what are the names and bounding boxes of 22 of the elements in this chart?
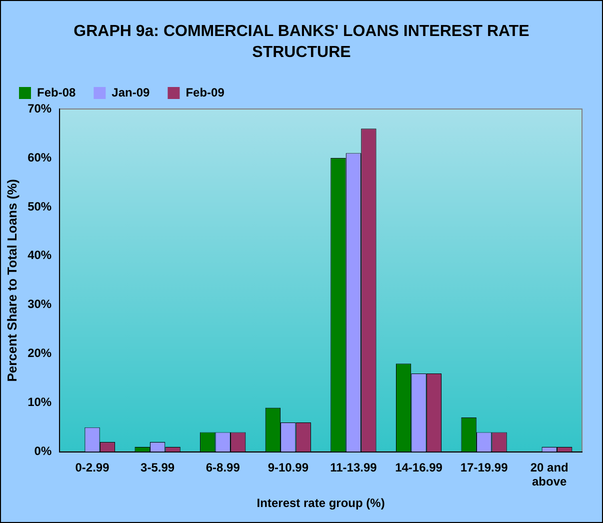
x-tick-label: 11-13.99 [330, 460, 378, 474]
x-tick-label: 6-8.99 [206, 460, 240, 474]
x-axis-title: Interest rate group (%) [256, 496, 385, 510]
y-tick-label: 0% [34, 444, 52, 458]
chart-title: GRAPH 9a: COMMERCIAL BANKS' LOANS INTEREST RATE STRUCTURE [72, 22, 530, 63]
y-tick-label: 50% [28, 199, 52, 214]
x-tick-label: 9-10.99 [268, 460, 309, 474]
x-tick-label: 20 and above [530, 460, 568, 489]
y-tick-label: 10% [28, 395, 52, 410]
x-tick-label: 14-16.99 [395, 460, 443, 474]
y-tick-label: 20% [28, 346, 52, 360]
legend-label: Jan-09 [112, 85, 150, 100]
y-tick-label: 40% [28, 248, 52, 262]
x-tick-label: 3-5.99 [140, 460, 175, 474]
y-axis-title: Percent Share to Total Loans (%) [4, 179, 20, 382]
legend-label: Feb-08 [37, 85, 76, 100]
x-tick-label: 17-19.99 [460, 460, 508, 474]
legend-label: Feb-09 [186, 85, 225, 100]
y-tick-label: 30% [28, 297, 52, 312]
y-tick-label: 70% [28, 101, 52, 116]
x-tick-label: 0-2.99 [75, 460, 110, 474]
y-tick-label: 60% [28, 150, 52, 164]
